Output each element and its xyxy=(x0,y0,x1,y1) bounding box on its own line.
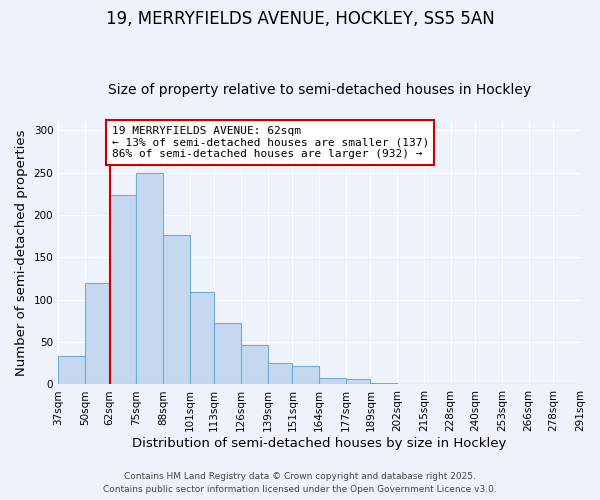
X-axis label: Distribution of semi-detached houses by size in Hockley: Distribution of semi-detached houses by … xyxy=(132,437,506,450)
Text: 19 MERRYFIELDS AVENUE: 62sqm
← 13% of semi-detached houses are smaller (137)
86%: 19 MERRYFIELDS AVENUE: 62sqm ← 13% of se… xyxy=(112,126,429,159)
Y-axis label: Number of semi-detached properties: Number of semi-detached properties xyxy=(15,130,28,376)
Text: Contains HM Land Registry data © Crown copyright and database right 2025.
Contai: Contains HM Land Registry data © Crown c… xyxy=(103,472,497,494)
Bar xyxy=(319,378,346,384)
Text: 19, MERRYFIELDS AVENUE, HOCKLEY, SS5 5AN: 19, MERRYFIELDS AVENUE, HOCKLEY, SS5 5AN xyxy=(106,10,494,28)
Bar xyxy=(136,172,163,384)
Bar xyxy=(214,322,241,384)
Bar xyxy=(370,383,397,384)
Bar xyxy=(163,236,190,384)
Bar xyxy=(58,356,85,384)
Title: Size of property relative to semi-detached houses in Hockley: Size of property relative to semi-detach… xyxy=(107,83,530,97)
Bar xyxy=(190,292,214,384)
Bar xyxy=(346,380,370,384)
Bar xyxy=(241,346,268,385)
Bar xyxy=(268,364,292,384)
Bar xyxy=(110,194,136,384)
Bar xyxy=(292,366,319,384)
Bar xyxy=(85,283,110,384)
